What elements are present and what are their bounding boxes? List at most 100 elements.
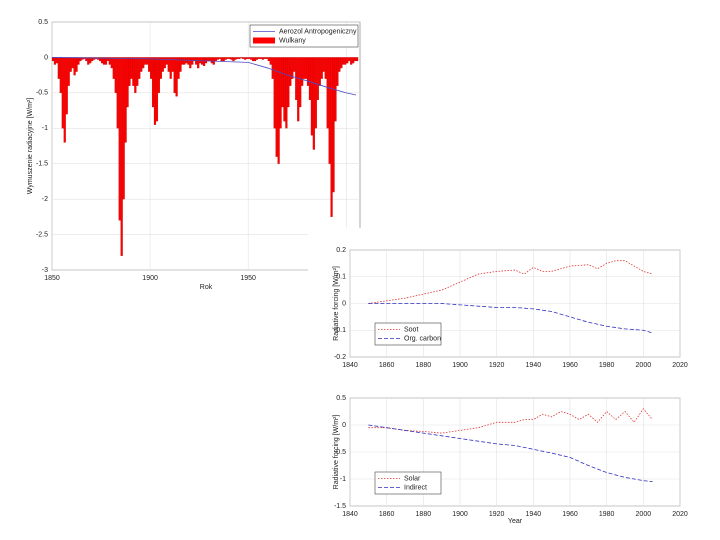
bar [277,57,280,164]
x-tick-label: 1940 [526,511,542,518]
bar [338,57,341,72]
y-tick-label: 0 [44,54,48,61]
bar [281,57,284,108]
bar [51,57,55,62]
bar [214,57,217,62]
bar [295,57,298,101]
y-tick-label: -1 [42,125,48,132]
bar [159,57,162,79]
x-tick-label: 1980 [599,362,615,369]
bar [250,57,253,60]
bar [322,57,325,72]
bar [140,57,143,72]
bar [148,57,151,72]
bar [318,57,321,86]
bar [316,57,319,101]
bar [242,57,245,59]
bar [240,57,243,59]
bar [324,57,327,79]
bar [332,57,335,193]
legend: Soot Org. carbon [374,322,442,346]
bar [328,57,331,164]
x-tick-label: 1880 [416,362,432,369]
bar [77,57,80,65]
bar [279,57,282,129]
bar [110,57,113,69]
bar [75,57,78,72]
bar [352,57,355,64]
bar [204,57,208,64]
bar [69,57,72,72]
bar [87,57,90,65]
bar [128,57,131,86]
bar [289,57,292,86]
bar [210,57,213,64]
y-tick-label: 0.2 [336,247,346,254]
x-tick-label: 2000 [636,511,652,518]
legend-label: Soot [404,326,418,333]
y-tick-label: 0.5 [38,19,48,26]
bar [265,57,268,59]
bar [218,57,221,59]
bar [308,57,312,101]
bar [61,57,64,129]
bar [208,57,212,62]
bar [226,57,229,59]
bar [155,57,159,122]
bar [114,57,117,93]
chart: 0.50-0.5-1-1.5-2-2.5-31850190019502000Wy… [27,19,361,291]
bar [151,57,155,108]
bar [253,57,257,62]
bar [303,57,306,79]
bar [232,57,235,62]
y-tick-label: 0.5 [336,395,346,402]
bar [248,57,251,59]
x-tick-label: 1840 [342,511,358,518]
bar [340,57,343,69]
bar [255,57,259,60]
bar [275,57,278,157]
bar [263,57,266,59]
bar [224,57,227,60]
bar [57,57,60,79]
bar [236,57,239,59]
bar [346,57,349,64]
legend-box [374,471,442,495]
bar [273,57,276,129]
bar [246,57,249,59]
x-tick-label: 1920 [489,511,505,518]
bar [257,57,261,59]
plot [368,408,653,483]
bar [261,57,264,60]
bar [326,57,329,129]
bar [71,57,74,69]
bar [220,57,223,62]
y-tick-label: -2 [42,196,48,203]
bar [122,57,125,200]
bar [55,57,58,64]
legend: Solar Indirect [374,471,442,495]
bar [116,57,119,129]
legend: Aerozol Antropogeniczny Wulkany [249,24,359,48]
y-tick-label: -0.5 [36,90,48,97]
y-tick-label: -1.5 [36,161,48,168]
x-tick-label: 1900 [452,511,468,518]
x-tick-label: 1840 [342,362,358,369]
bar [206,57,210,62]
bar [124,57,127,143]
line [368,303,653,334]
plot [51,57,359,256]
bar [222,57,225,62]
bar [195,57,198,65]
x-axis-label: Year [508,518,523,525]
bar [59,57,62,93]
bar [299,57,302,108]
y-axis-label: Radiative forcing [W/m²] [333,415,340,490]
bar [310,57,314,136]
x-tick-label: 1960 [562,511,578,518]
bar [293,57,296,72]
bar [297,57,300,122]
x-tick-label: 1900 [452,362,468,369]
bar [73,57,76,76]
